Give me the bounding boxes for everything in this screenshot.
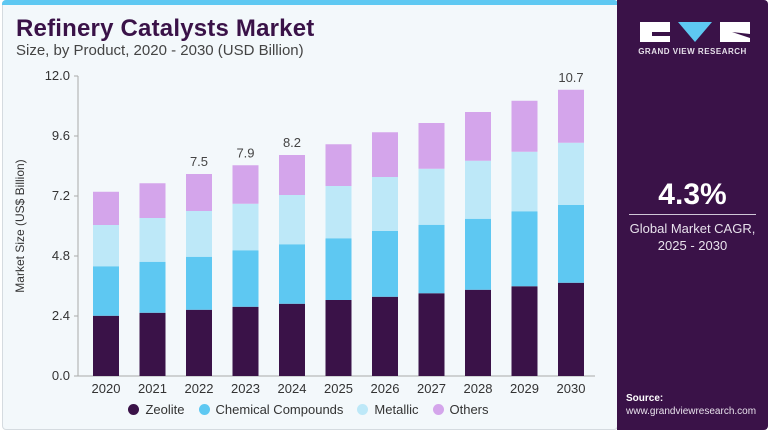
x-tick-label: 2025 xyxy=(324,381,353,396)
bar-segment-others xyxy=(232,165,259,204)
bar-segment-others xyxy=(511,100,538,152)
bar-segment-chemical-compounds xyxy=(279,244,305,304)
y-tick-label: 2.4 xyxy=(52,308,70,323)
bar-segment-others xyxy=(372,132,398,177)
legend-swatch xyxy=(128,404,140,415)
data-label: 10.7 xyxy=(558,70,583,85)
chart-title: Refinery Catalysts Market xyxy=(16,15,315,42)
bar-segment-others xyxy=(186,174,212,211)
bar-segment-zeolite xyxy=(139,312,166,376)
bar-segment-metallic xyxy=(465,160,491,219)
bar-segment-chemical-compounds xyxy=(232,250,259,307)
y-axis-title: Market Size (US$ Billion) xyxy=(13,159,27,292)
bar-segment-zeolite xyxy=(558,282,584,376)
legend-item-others: Others xyxy=(432,402,489,417)
grand-view-research-logo xyxy=(640,22,750,42)
accent-bar xyxy=(2,0,618,5)
stacked-bar-chart: 0.0 2.4 4.8 7.2 9.6 12.0 Market Size (US$ Bill… xyxy=(13,68,595,396)
x-tick-label: 2028 xyxy=(464,381,493,396)
bar-segment-zeolite xyxy=(465,289,491,376)
x-tick-label: 2026 xyxy=(371,381,400,396)
y-tick-label: 4.8 xyxy=(52,248,70,263)
brand-name: GRAND VIEW RESEARCH xyxy=(638,47,747,56)
y-tick-label: 7.2 xyxy=(52,188,70,203)
y-tick-label: 0.0 xyxy=(52,368,70,383)
legend-label: Chemical Compounds xyxy=(215,402,344,417)
legend-item-zeolite: Zeolite xyxy=(128,402,185,417)
x-tick-label: 2022 xyxy=(185,381,214,396)
bar-segment-metallic xyxy=(418,168,445,225)
bar-segment-zeolite xyxy=(232,306,259,376)
bar-segment-others xyxy=(325,144,352,186)
legend-swatch xyxy=(357,404,369,415)
bar-segment-metallic xyxy=(279,195,305,245)
y-tick-label: 12.0 xyxy=(45,68,70,83)
legend-swatch xyxy=(198,404,210,415)
legend-label: Others xyxy=(449,402,489,417)
bar-segment-metallic xyxy=(558,142,584,205)
bar-segment-chemical-compounds xyxy=(325,238,352,300)
bar-segment-metallic xyxy=(139,218,166,262)
info-panel xyxy=(617,0,768,430)
cagr-label-line1: Global Market CAGR, xyxy=(629,221,756,236)
bar-segment-zeolite xyxy=(93,315,119,376)
bar-segment-zeolite xyxy=(511,286,538,376)
bar-segment-others xyxy=(279,155,305,195)
bar-segment-chemical-compounds xyxy=(511,211,538,287)
x-tick-label: 2030 xyxy=(557,381,586,396)
bar-segment-chemical-compounds xyxy=(465,218,491,290)
bar-segment-others xyxy=(558,89,584,143)
source-url[interactable]: www.grandviewresearch.com xyxy=(626,406,757,417)
x-tick-label: 2020 xyxy=(92,381,121,396)
bar-segment-zeolite xyxy=(372,296,398,376)
cagr-label: Global Market CAGR, 2025 - 2030 xyxy=(617,220,768,254)
bar-segment-chemical-compounds xyxy=(93,266,119,316)
source-label: Source: xyxy=(626,393,664,404)
bar-segment-zeolite xyxy=(279,303,305,376)
cagr-value: 4.3% xyxy=(658,178,727,211)
legend-swatch xyxy=(432,404,444,415)
bar-segment-chemical-compounds xyxy=(139,261,166,313)
x-tick-label: 2023 xyxy=(231,381,260,396)
data-label: 8.2 xyxy=(283,135,301,150)
bar-segment-zeolite xyxy=(325,300,352,376)
data-label: 7.5 xyxy=(190,154,208,169)
bar-segment-others xyxy=(418,123,445,169)
x-tick-label: 2029 xyxy=(510,381,539,396)
legend: Zeolite Chemical Compounds Metallic Othe… xyxy=(0,402,617,417)
x-tick-label: 2027 xyxy=(417,381,446,396)
bar-segment-chemical-compounds xyxy=(558,205,584,283)
bar-segment-zeolite xyxy=(186,309,212,376)
bar-segment-chemical-compounds xyxy=(418,224,445,294)
legend-item-metallic: Metallic xyxy=(357,402,419,417)
legend-label: Zeolite xyxy=(145,402,185,417)
bar-segment-chemical-compounds xyxy=(372,231,398,297)
bar-segment-zeolite xyxy=(418,293,445,376)
x-tick-label: 2021 xyxy=(138,381,167,396)
bar-segment-metallic xyxy=(325,186,352,239)
bar-segment-metallic xyxy=(372,177,398,231)
bar-segment-chemical-compounds xyxy=(186,256,212,310)
data-label: 7.9 xyxy=(236,145,254,160)
legend-label: Metallic xyxy=(374,402,419,417)
legend-item-chemical-compounds: Chemical Compounds xyxy=(198,402,344,417)
divider xyxy=(629,214,756,215)
x-tick-label: 2024 xyxy=(278,381,307,396)
chart-subtitle: Size, by Product, 2020 - 2030 (USD Billi… xyxy=(16,42,304,59)
bar-segment-metallic xyxy=(232,203,259,251)
bar-segment-others xyxy=(93,191,119,225)
y-tick-label: 9.6 xyxy=(52,128,70,143)
cagr-label-line2: 2025 - 2030 xyxy=(657,238,728,253)
bar-segment-metallic xyxy=(186,211,212,257)
bar-segment-others xyxy=(465,112,491,161)
bar-segment-metallic xyxy=(93,225,119,267)
bar-segment-others xyxy=(139,183,166,218)
bar-segment-metallic xyxy=(511,151,538,212)
